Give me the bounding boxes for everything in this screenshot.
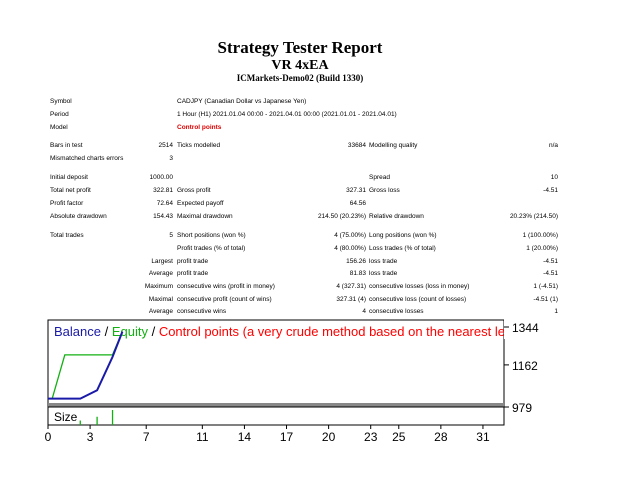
y-tick-label: 1162 <box>512 359 538 373</box>
x-tick-label: 0 <box>45 430 52 444</box>
trades-label: Total trades <box>50 232 84 239</box>
reldd-label: Relative drawdown <box>369 213 424 220</box>
ptrades-label: Profit trades (% of total) <box>177 245 246 252</box>
short-label: Short positions (won %) <box>177 232 246 239</box>
reldd-value: 20.23% (214.50) <box>509 213 558 220</box>
cl-count-value: -4.51 (1) <box>533 296 558 303</box>
chart-legend: Balance / Equity / Control points (a ver… <box>54 324 550 339</box>
report-title: Strategy Tester Report <box>217 38 383 57</box>
cw-money-label: consecutive wins (profit in money) <box>177 283 275 290</box>
chart-plot-frame <box>47 319 505 407</box>
largest-profit-value: 156.26 <box>346 258 366 265</box>
largest-label: Largest <box>151 258 173 265</box>
legend-balance: Balance <box>54 324 101 339</box>
x-tick-label: 3 <box>87 430 94 444</box>
deposit-label: Initial deposit <box>50 174 88 181</box>
trades-value: 5 <box>169 232 173 239</box>
bars-label: Bars in test <box>50 142 83 149</box>
average-loss-label: loss trade <box>369 270 398 277</box>
deposit-value: 1000.00 <box>149 174 174 181</box>
legend-note: Control points (a very crude method base… <box>159 324 550 339</box>
ticks-label: Ticks modelled <box>177 142 221 149</box>
average-profit-value: 81.83 <box>349 270 366 277</box>
legend-equity: Equity <box>112 324 149 339</box>
ptrades-value: 4 (80.00%) <box>334 245 366 252</box>
cp-count-label: consecutive profit (count of wins) <box>177 296 272 303</box>
chart-separator <box>48 403 504 407</box>
netprofit-label: Total net profit <box>50 187 91 194</box>
cl-money-value: 1 (-4.51) <box>533 283 558 290</box>
x-tick-label: 14 <box>238 430 252 444</box>
average-profit-label: profit trade <box>177 270 209 277</box>
size-label: Size <box>54 410 78 424</box>
y-tick-label: 1344 <box>512 321 539 335</box>
x-tick-label: 23 <box>364 430 378 444</box>
expert-name: VR 4xEA <box>271 58 329 73</box>
x-tick-label: 7 <box>143 430 150 444</box>
cw-label: consecutive wins <box>177 308 227 315</box>
period-value: 1 Hour (H1) 2021.01.04 00:00 - 2021.04.0… <box>177 111 397 118</box>
clo-label: consecutive losses <box>369 308 424 315</box>
cp-count-value: 327.31 (4) <box>336 296 366 303</box>
ticks-value: 33684 <box>347 142 366 149</box>
bars-value: 2514 <box>158 142 173 149</box>
clo-value: 1 <box>554 308 558 315</box>
short-value: 4 (75.00%) <box>334 232 366 239</box>
payoff-label: Expected payoff <box>177 200 224 207</box>
spread-label: Spread <box>369 174 390 181</box>
size-panel-frame <box>47 406 505 426</box>
mismatch-label: Mismatched charts errors <box>50 155 124 162</box>
x-tick-label: 31 <box>476 430 490 444</box>
cl-count-label: consecutive loss (count of losses) <box>369 296 467 303</box>
mismatch-value: 3 <box>169 155 173 162</box>
x-tick-label: 11 <box>196 430 209 444</box>
y-tick-label: 979 <box>512 401 532 415</box>
absdd-value: 154.43 <box>153 213 173 220</box>
legend-sep2: / <box>148 324 159 339</box>
maxdd-value: 214.50 (20.23%) <box>317 213 366 220</box>
maximum-label: Maximum <box>144 283 173 290</box>
netprofit-value: 322.81 <box>153 187 173 194</box>
ltrades-value: 1 (20.00%) <box>526 245 558 252</box>
payoff-value: 64.56 <box>349 200 366 207</box>
average-label: Average <box>148 270 173 277</box>
quality-value: n/a <box>548 142 558 149</box>
grossloss-value: -4.51 <box>543 187 558 194</box>
long-value: 1 (100.00%) <box>522 232 558 239</box>
model-label: Model <box>50 124 68 131</box>
maxdd-label: Maximal drawdown <box>177 213 233 220</box>
maximal-label: Maximal <box>148 296 173 303</box>
quality-label: Modelling quality <box>369 142 418 149</box>
grossprofit-value: 327.31 <box>346 187 366 194</box>
absdd-label: Absolute drawdown <box>50 213 107 220</box>
largest-profit-label: profit trade <box>177 258 209 265</box>
largest-loss-value: -4.51 <box>543 258 558 265</box>
x-tick-label: 17 <box>280 430 294 444</box>
x-tick-label: 28 <box>434 430 448 444</box>
pf-value: 72.64 <box>156 200 173 207</box>
model-value: Control points <box>177 124 222 131</box>
average-loss-value: -4.51 <box>543 270 558 277</box>
symbol-label: Symbol <box>50 98 72 105</box>
x-tick-label: 25 <box>392 430 406 444</box>
legend-sep1: / <box>101 324 112 339</box>
grossloss-label: Gross loss <box>369 187 400 194</box>
cw-money-value: 4 (327.31) <box>336 283 366 290</box>
period-label: Period <box>50 111 69 118</box>
average-consec-label: Average <box>148 308 173 315</box>
balance-line <box>48 331 124 400</box>
ltrades-label: Loss trades (% of total) <box>369 245 436 252</box>
x-tick-label: 20 <box>322 430 336 444</box>
symbol-value: CADJPY (Canadian Dollar vs Japanese Yen) <box>177 98 307 105</box>
legend-clip <box>504 315 640 339</box>
cw-value: 4 <box>362 308 366 315</box>
long-label: Long positions (won %) <box>369 232 437 239</box>
spread-value: 10 <box>550 174 558 181</box>
server-build: ICMarkets-Demo02 (Build 1330) <box>236 73 364 83</box>
largest-loss-label: loss trade <box>369 258 398 265</box>
pf-label: Profit factor <box>50 200 84 207</box>
cl-money-label: consecutive losses (loss in money) <box>369 283 470 290</box>
balance-chart: Balance / Equity / Control points (a ver… <box>45 315 640 444</box>
grossprofit-label: Gross profit <box>177 187 211 194</box>
